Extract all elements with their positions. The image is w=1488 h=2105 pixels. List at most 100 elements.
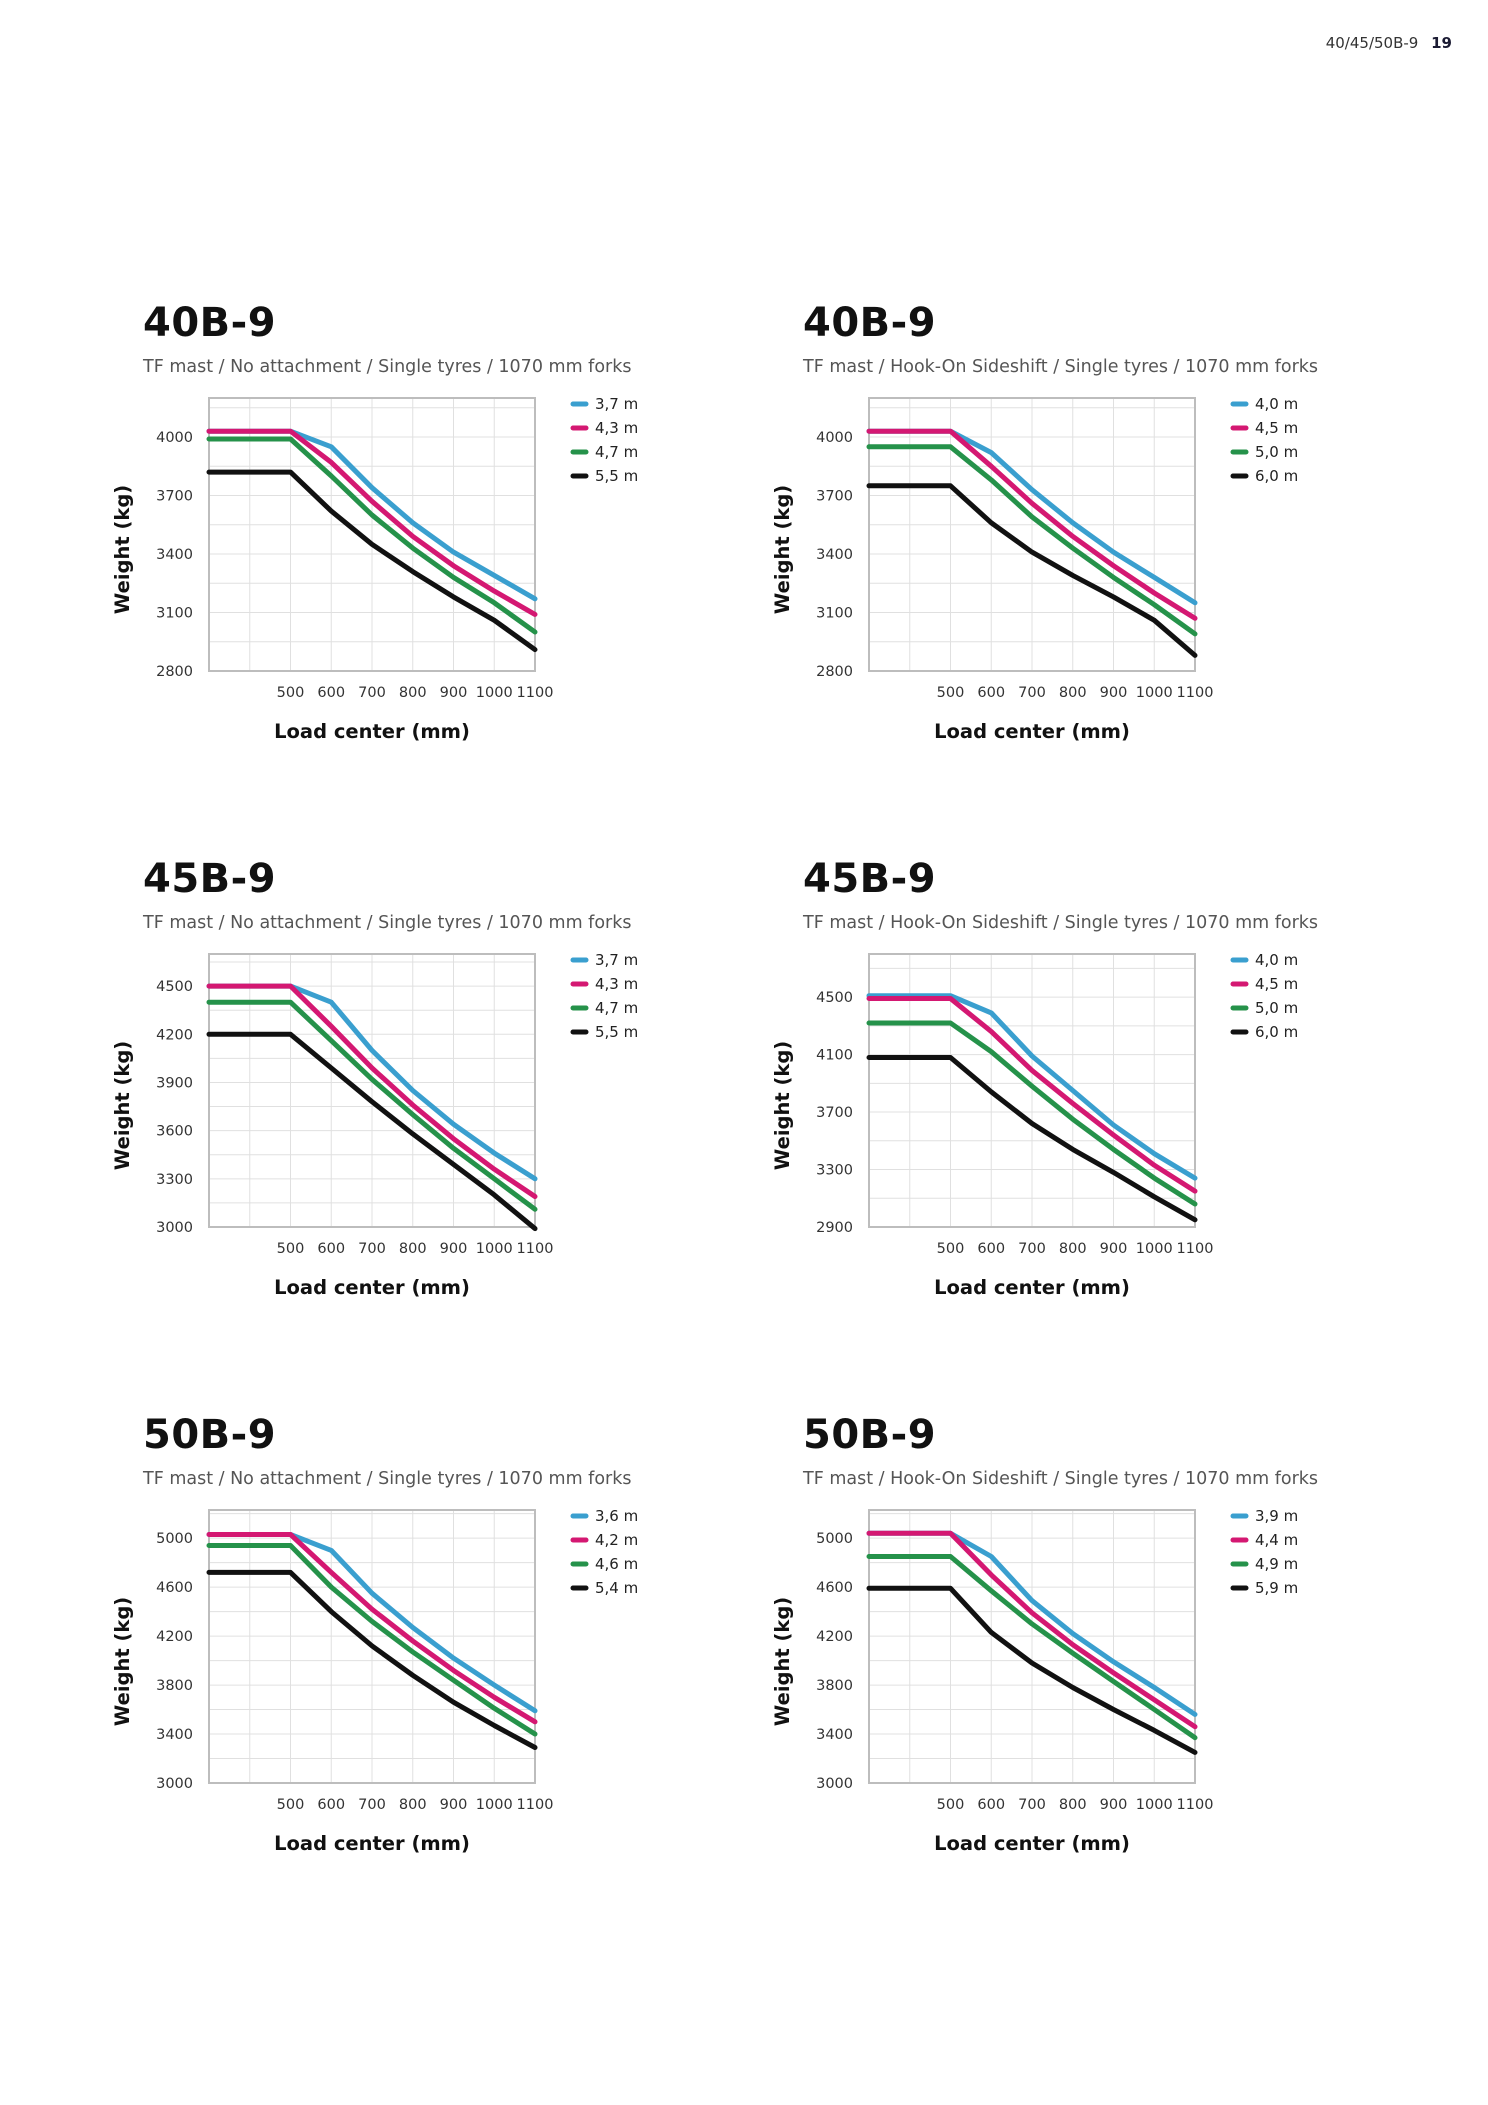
x-tick-label: 1000 bbox=[1136, 685, 1173, 701]
chart-panel-5: 50B-9 TF mast / Hook-On Sideshift / Sing… bbox=[771, 1412, 1443, 1892]
chart-panel-0: 40B-9 TF mast / No attachment / Single t… bbox=[111, 300, 783, 780]
x-tick-label: 800 bbox=[399, 1797, 427, 1813]
load-chart: 500 600 700 800 900 1000 1100 3000 3300 3600 3900 4… bbox=[111, 951, 638, 1299]
y-tick-label: 3100 bbox=[816, 606, 853, 622]
series-line bbox=[206, 999, 538, 1212]
x-tick-label: 500 bbox=[277, 1241, 305, 1257]
x-tick-label: 800 bbox=[1059, 1797, 1087, 1813]
series-line bbox=[866, 1055, 1198, 1223]
y-tick-label: 4200 bbox=[156, 1629, 193, 1645]
chart-subtitle: TF mast / Hook-On Sideshift / Single tyr… bbox=[803, 357, 1319, 377]
chart-panel-2: 45B-9 TF mast / No attachment / Single t… bbox=[111, 856, 783, 1336]
legend-label: 3,7 m bbox=[595, 951, 638, 969]
y-tick-label: 3700 bbox=[816, 489, 853, 505]
y-tick-label: 3800 bbox=[816, 1678, 853, 1694]
x-tick-label: 600 bbox=[317, 1241, 345, 1257]
x-tick-label: 1100 bbox=[1177, 685, 1214, 701]
y-tick-label: 3400 bbox=[816, 1727, 853, 1743]
legend-label: 6,0 m bbox=[1255, 467, 1298, 485]
legend-label: 4,9 m bbox=[1255, 1555, 1298, 1573]
y-tick-label: 2800 bbox=[156, 664, 193, 680]
y-axis-title: Weight (kg) bbox=[771, 1597, 794, 1726]
legend-label: 5,5 m bbox=[595, 1023, 638, 1041]
x-tick-label: 700 bbox=[1018, 685, 1046, 701]
series-line bbox=[206, 1532, 538, 1714]
x-tick-label: 900 bbox=[440, 685, 468, 701]
series-line bbox=[866, 1530, 1198, 1730]
x-tick-label: 700 bbox=[358, 1797, 386, 1813]
y-tick-label: 3800 bbox=[156, 1678, 193, 1694]
series-line bbox=[206, 436, 538, 635]
x-tick-label: 700 bbox=[358, 1241, 386, 1257]
load-chart: 500 600 700 800 900 1000 1100 2800 3100 3400 3700 4… bbox=[771, 395, 1298, 743]
series-line bbox=[206, 1031, 538, 1232]
x-tick-label: 600 bbox=[317, 1797, 345, 1813]
y-tick-label: 4000 bbox=[816, 430, 853, 446]
series-line bbox=[866, 996, 1198, 1194]
legend-label: 4,0 m bbox=[1255, 395, 1298, 413]
series-line bbox=[206, 469, 538, 653]
plot-frame bbox=[868, 1509, 1196, 1784]
x-tick-label: 900 bbox=[440, 1797, 468, 1813]
x-tick-label: 600 bbox=[977, 1241, 1005, 1257]
chart-title: 40B-9 bbox=[803, 300, 937, 346]
y-axis-title: Weight (kg) bbox=[111, 485, 134, 614]
series-line bbox=[206, 983, 538, 1199]
series-line bbox=[206, 983, 538, 1182]
legend-label: 4,3 m bbox=[595, 975, 638, 993]
y-axis-title: Weight (kg) bbox=[111, 1597, 134, 1726]
chart-panel-4: 50B-9 TF mast / No attachment / Single t… bbox=[111, 1412, 783, 1892]
x-axis-title: Load center (mm) bbox=[934, 720, 1130, 743]
load-chart: 500 600 700 800 900 1000 1100 2800 3100 3400 3700 4… bbox=[111, 395, 638, 743]
legend-label: 3,9 m bbox=[1255, 1507, 1298, 1525]
chart-subtitle: TF mast / No attachment / Single tyres /… bbox=[143, 913, 632, 933]
x-tick-label: 800 bbox=[1059, 685, 1087, 701]
series-line bbox=[866, 444, 1198, 637]
x-tick-label: 1100 bbox=[517, 1797, 554, 1813]
legend-label: 4,4 m bbox=[1255, 1531, 1298, 1549]
y-tick-label: 4100 bbox=[816, 1048, 853, 1064]
y-tick-label: 3700 bbox=[816, 1105, 853, 1121]
plot-frame bbox=[208, 953, 536, 1228]
x-tick-label: 500 bbox=[937, 685, 965, 701]
x-tick-label: 900 bbox=[440, 1241, 468, 1257]
y-tick-label: 3300 bbox=[816, 1163, 853, 1179]
chart-panel-3: 45B-9 TF mast / Hook-On Sideshift / Sing… bbox=[771, 856, 1443, 1336]
legend-label: 5,4 m bbox=[595, 1579, 638, 1597]
legend-label: 4,7 m bbox=[595, 999, 638, 1017]
x-tick-label: 1000 bbox=[476, 1797, 513, 1813]
series-line bbox=[866, 1585, 1198, 1755]
x-tick-label: 1000 bbox=[476, 685, 513, 701]
y-tick-label: 3000 bbox=[156, 1220, 193, 1236]
y-tick-label: 3100 bbox=[156, 606, 193, 622]
legend-label: 5,9 m bbox=[1255, 1579, 1298, 1597]
y-tick-label: 3400 bbox=[816, 547, 853, 563]
y-axis-title: Weight (kg) bbox=[771, 485, 794, 614]
series-line bbox=[866, 993, 1198, 1181]
chart-title: 50B-9 bbox=[803, 1412, 937, 1458]
y-tick-label: 3400 bbox=[156, 547, 193, 563]
y-tick-label: 4500 bbox=[816, 990, 853, 1006]
load-chart: 500 600 700 800 900 1000 1100 2900 3300 3700 4100 4… bbox=[771, 951, 1298, 1299]
legend-label: 4,0 m bbox=[1255, 951, 1298, 969]
x-tick-label: 800 bbox=[399, 1241, 427, 1257]
series-line bbox=[866, 483, 1198, 658]
plot-frame bbox=[208, 1509, 536, 1784]
x-tick-label: 500 bbox=[277, 685, 305, 701]
y-tick-label: 3700 bbox=[156, 489, 193, 505]
plot-frame bbox=[868, 397, 1196, 672]
model-range-label: 40/45/50B-9 bbox=[1325, 34, 1419, 52]
y-tick-label: 4600 bbox=[816, 1580, 853, 1596]
chart-title: 45B-9 bbox=[143, 856, 277, 902]
x-tick-label: 700 bbox=[1018, 1241, 1046, 1257]
y-tick-label: 4000 bbox=[156, 430, 193, 446]
legend-label: 4,5 m bbox=[1255, 975, 1298, 993]
y-axis-title: Weight (kg) bbox=[111, 1041, 134, 1170]
legend-label: 3,6 m bbox=[595, 1507, 638, 1525]
x-tick-label: 800 bbox=[399, 685, 427, 701]
y-tick-label: 3400 bbox=[156, 1727, 193, 1743]
series-line bbox=[866, 1020, 1198, 1207]
y-tick-label: 4200 bbox=[816, 1629, 853, 1645]
y-tick-label: 4500 bbox=[156, 979, 193, 995]
chart-title: 40B-9 bbox=[143, 300, 277, 346]
